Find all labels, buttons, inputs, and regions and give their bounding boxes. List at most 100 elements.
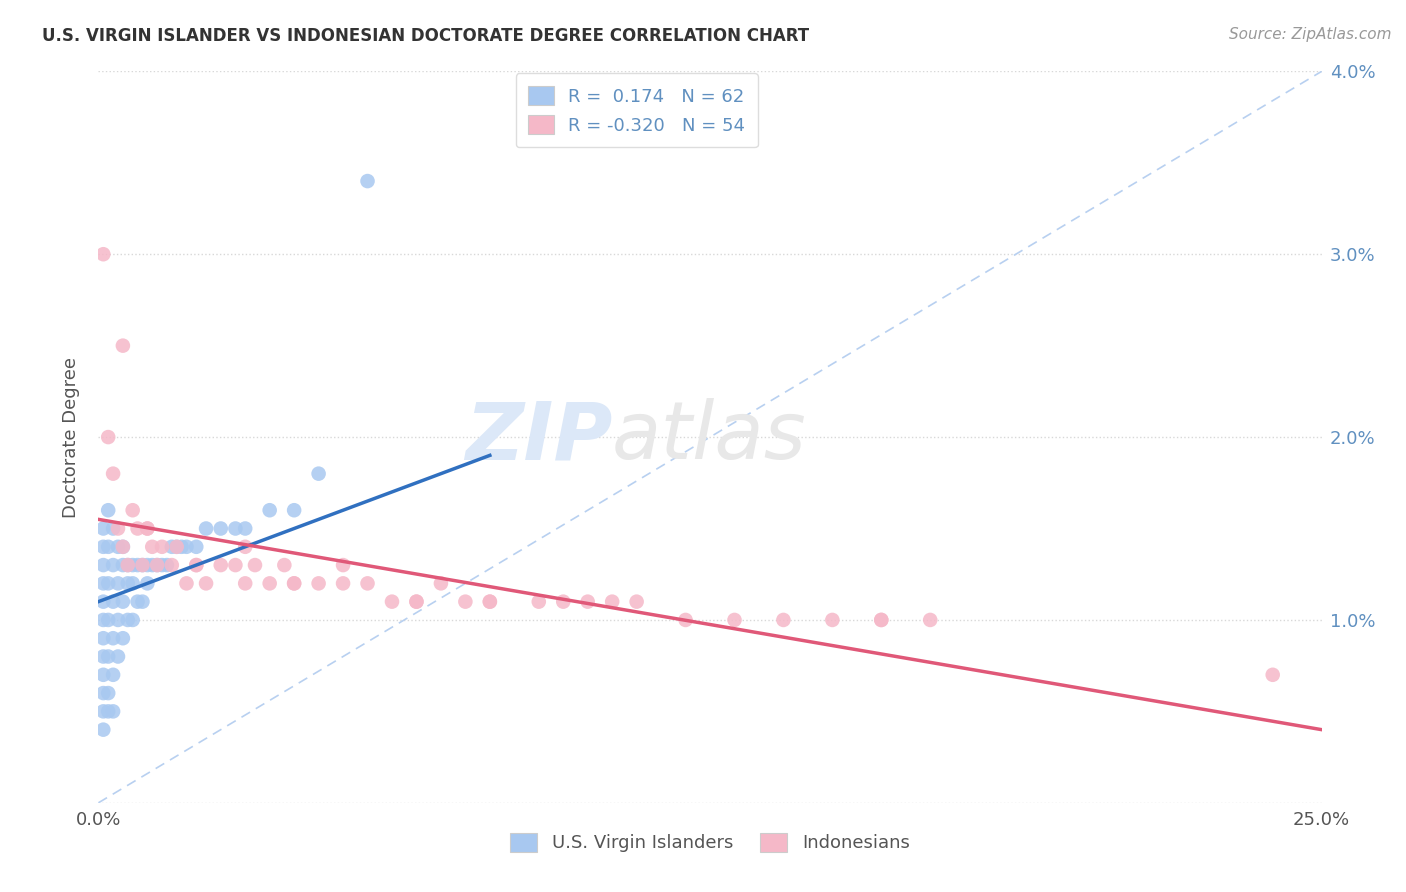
- Point: [209, 558, 232, 573]
- Point: [920, 613, 942, 627]
- Point: [454, 595, 477, 609]
- Point: [121, 558, 143, 573]
- Point: [91, 649, 114, 664]
- Point: [117, 558, 139, 573]
- Point: [553, 595, 575, 609]
- Point: [675, 613, 697, 627]
- Point: [405, 595, 427, 609]
- Text: Source: ZipAtlas.com: Source: ZipAtlas.com: [1229, 27, 1392, 42]
- Text: ZIP: ZIP: [465, 398, 612, 476]
- Point: [131, 595, 153, 609]
- Point: [273, 558, 295, 573]
- Point: [576, 595, 599, 609]
- Point: [101, 558, 124, 573]
- Point: [176, 540, 198, 554]
- Point: [107, 521, 129, 535]
- Point: [97, 649, 120, 664]
- Point: [224, 521, 246, 535]
- Point: [91, 558, 114, 573]
- Point: [121, 503, 143, 517]
- Point: [97, 613, 120, 627]
- Point: [97, 576, 120, 591]
- Point: [136, 521, 159, 535]
- Point: [101, 595, 124, 609]
- Point: [870, 613, 893, 627]
- Point: [117, 613, 139, 627]
- Point: [136, 576, 159, 591]
- Point: [166, 540, 188, 554]
- Point: [405, 595, 427, 609]
- Point: [170, 540, 193, 554]
- Point: [146, 558, 169, 573]
- Point: [308, 467, 330, 481]
- Point: [107, 576, 129, 591]
- Point: [111, 338, 134, 352]
- Point: [478, 595, 501, 609]
- Point: [121, 613, 143, 627]
- Point: [101, 667, 124, 681]
- Y-axis label: Doctorate Degree: Doctorate Degree: [62, 357, 80, 517]
- Point: [430, 576, 453, 591]
- Point: [176, 576, 198, 591]
- Point: [527, 595, 550, 609]
- Point: [101, 705, 124, 719]
- Point: [91, 540, 114, 554]
- Point: [195, 576, 218, 591]
- Point: [150, 558, 173, 573]
- Point: [91, 576, 114, 591]
- Point: [259, 576, 281, 591]
- Point: [166, 540, 188, 554]
- Point: [127, 521, 149, 535]
- Point: [91, 595, 114, 609]
- Point: [233, 540, 256, 554]
- Point: [107, 649, 129, 664]
- Point: [101, 467, 124, 481]
- Point: [117, 576, 139, 591]
- Point: [111, 540, 134, 554]
- Point: [478, 595, 501, 609]
- Point: [97, 686, 120, 700]
- Point: [131, 558, 153, 573]
- Point: [233, 576, 256, 591]
- Point: [308, 576, 330, 591]
- Point: [209, 521, 232, 535]
- Point: [91, 521, 114, 535]
- Point: [243, 558, 266, 573]
- Point: [332, 576, 354, 591]
- Point: [91, 247, 114, 261]
- Point: [186, 558, 208, 573]
- Point: [224, 558, 246, 573]
- Point: [121, 576, 143, 591]
- Point: [101, 521, 124, 535]
- Point: [186, 540, 208, 554]
- Point: [97, 705, 120, 719]
- Point: [111, 540, 134, 554]
- Point: [772, 613, 794, 627]
- Point: [381, 595, 404, 609]
- Point: [870, 613, 893, 627]
- Point: [150, 540, 173, 554]
- Point: [91, 686, 114, 700]
- Point: [156, 558, 179, 573]
- Point: [821, 613, 844, 627]
- Legend: U.S. Virgin Islanders, Indonesians: U.S. Virgin Islanders, Indonesians: [503, 826, 917, 860]
- Point: [91, 723, 114, 737]
- Text: atlas: atlas: [612, 398, 807, 476]
- Point: [136, 558, 159, 573]
- Point: [626, 595, 648, 609]
- Point: [136, 521, 159, 535]
- Point: [723, 613, 745, 627]
- Point: [107, 540, 129, 554]
- Point: [259, 503, 281, 517]
- Point: [97, 430, 120, 444]
- Point: [91, 613, 114, 627]
- Point: [97, 503, 120, 517]
- Text: U.S. VIRGIN ISLANDER VS INDONESIAN DOCTORATE DEGREE CORRELATION CHART: U.S. VIRGIN ISLANDER VS INDONESIAN DOCTO…: [42, 27, 810, 45]
- Point: [283, 576, 305, 591]
- Point: [117, 558, 139, 573]
- Point: [600, 595, 623, 609]
- Point: [111, 558, 134, 573]
- Point: [160, 558, 183, 573]
- Point: [127, 558, 149, 573]
- Point: [283, 503, 305, 517]
